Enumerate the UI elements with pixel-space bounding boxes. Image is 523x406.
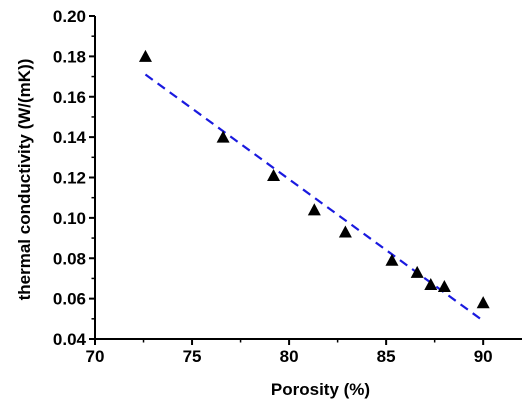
data-point-triangle xyxy=(410,265,424,278)
data-point-triangle xyxy=(267,168,281,182)
x-axis-title: Porosity (%) xyxy=(271,380,370,399)
data-point-triangle xyxy=(338,225,352,238)
data-point-triangle xyxy=(437,280,451,293)
y-tick-label: 0.12 xyxy=(53,169,86,188)
data-point-triangle xyxy=(385,253,399,266)
x-tick-label: 80 xyxy=(280,347,299,366)
x-tick-label: 85 xyxy=(377,347,396,366)
fit-line-layer xyxy=(144,73,484,322)
data-point-triangle xyxy=(216,130,230,143)
y-tick-label: 0.14 xyxy=(53,128,87,147)
plot-frame xyxy=(94,16,522,340)
y-axis-title: thermal conductivity (W/(mK)) xyxy=(15,59,34,301)
axis-ticks xyxy=(89,15,485,345)
y-tick-label: 0.18 xyxy=(53,47,86,66)
data-point-triangle xyxy=(424,277,438,291)
y-tick-label: 0.08 xyxy=(53,249,86,268)
x-tick-label: 90 xyxy=(474,347,493,366)
data-point-triangle xyxy=(307,203,321,216)
y-tick-label: 0.04 xyxy=(53,330,87,349)
data-point-triangle xyxy=(476,296,490,309)
y-tick-label: 0.06 xyxy=(53,290,86,309)
y-tick-label: 0.16 xyxy=(53,88,86,107)
y-tick-label: 0.10 xyxy=(53,209,86,228)
fit-line xyxy=(144,73,484,322)
x-tick-label: 70 xyxy=(86,347,105,366)
y-tick-label: 0.20 xyxy=(53,7,86,26)
x-tick-label: 75 xyxy=(183,347,202,366)
data-points xyxy=(138,49,490,309)
data-point-triangle xyxy=(138,49,152,62)
axis-tick-labels: 70 75 80 85 90 0.04 0.06 0.08 0.10 0.12 0.14 0.16 0.… xyxy=(53,7,493,366)
